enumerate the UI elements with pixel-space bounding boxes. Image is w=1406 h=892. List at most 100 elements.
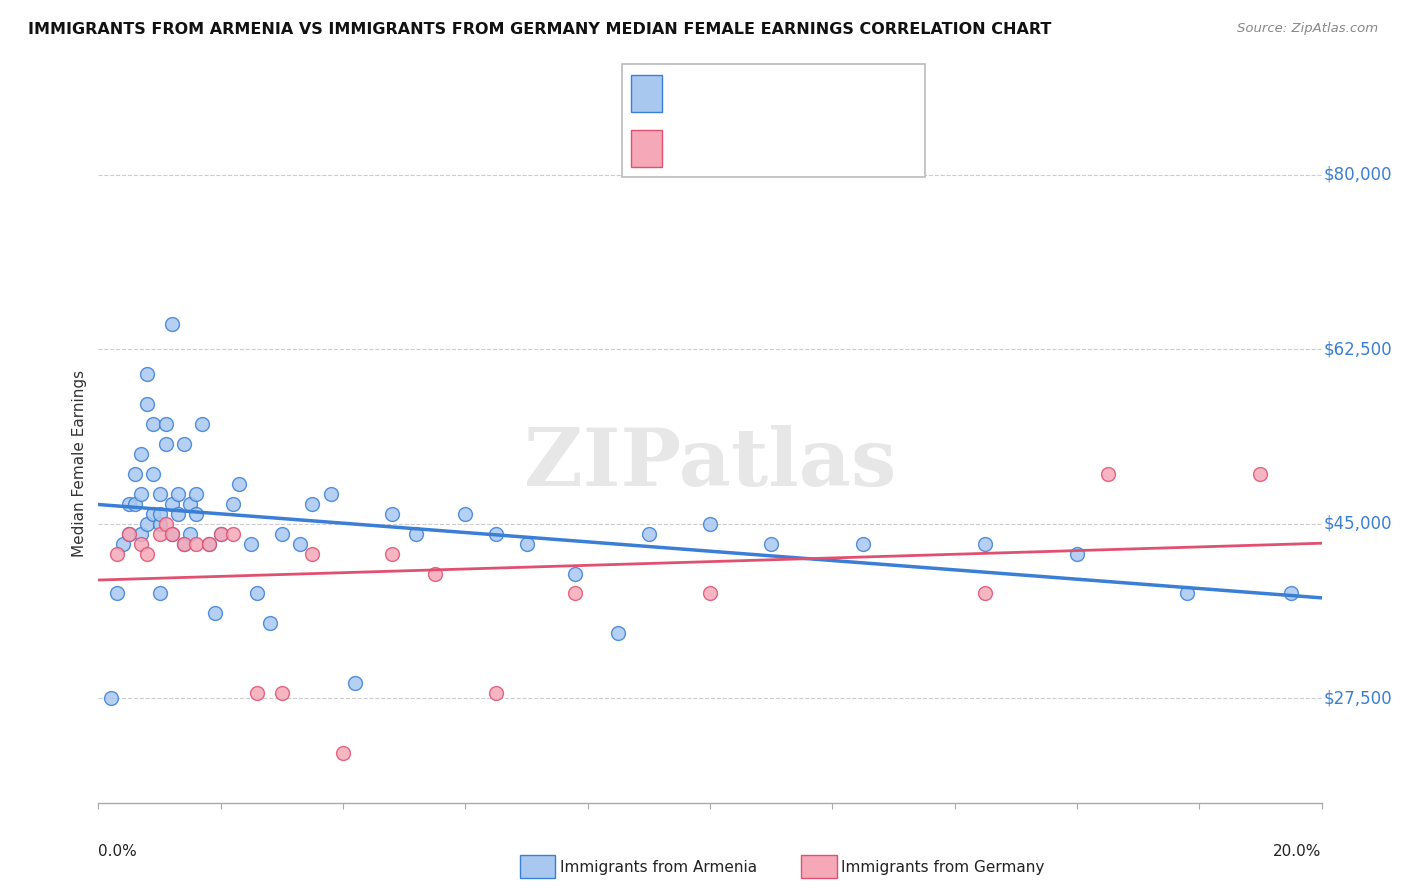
Point	[129, 487, 152, 501]
Text: $80,000: $80,000	[1324, 166, 1392, 184]
Text: 0.013: 0.013	[721, 139, 783, 157]
Point	[118, 497, 141, 511]
Point	[160, 526, 183, 541]
Text: -0.212: -0.212	[721, 85, 785, 103]
Point	[155, 437, 177, 451]
Point	[129, 447, 152, 461]
Point	[454, 507, 477, 521]
Point	[209, 526, 232, 541]
Point	[301, 497, 323, 511]
Point	[136, 367, 159, 381]
Text: Immigrants from Armenia: Immigrants from Armenia	[560, 860, 756, 874]
Point	[974, 586, 997, 600]
Point	[564, 586, 586, 600]
Point	[136, 397, 159, 411]
Point	[155, 417, 177, 431]
Point	[197, 536, 219, 550]
Point	[1175, 586, 1198, 600]
Point	[259, 616, 281, 631]
Point	[381, 547, 404, 561]
Point	[118, 526, 141, 541]
Point	[607, 626, 630, 640]
Point	[270, 686, 292, 700]
Point	[149, 516, 172, 531]
Text: N =: N =	[804, 139, 844, 157]
Point	[1249, 467, 1271, 481]
Point	[100, 691, 122, 706]
Point	[124, 497, 146, 511]
Text: R =: R =	[675, 139, 713, 157]
Point	[246, 586, 269, 600]
Text: $45,000: $45,000	[1324, 515, 1392, 533]
Text: IMMIGRANTS FROM ARMENIA VS IMMIGRANTS FROM GERMANY MEDIAN FEMALE EARNINGS CORREL: IMMIGRANTS FROM ARMENIA VS IMMIGRANTS FR…	[28, 22, 1052, 37]
Point	[204, 607, 226, 621]
Point	[246, 686, 269, 700]
Point	[136, 547, 159, 561]
Point	[142, 417, 165, 431]
Point	[485, 526, 508, 541]
Point	[699, 586, 721, 600]
Point	[974, 536, 997, 550]
Point	[173, 536, 195, 550]
Point	[129, 536, 152, 550]
Point	[485, 686, 508, 700]
Point	[209, 526, 232, 541]
Text: 24: 24	[851, 139, 876, 157]
Point	[344, 676, 367, 690]
Point	[381, 507, 404, 521]
Point	[637, 526, 661, 541]
Text: 0.0%: 0.0%	[98, 845, 138, 859]
Point	[160, 318, 183, 332]
Point	[1066, 547, 1088, 561]
Point	[228, 476, 250, 491]
Text: R =: R =	[675, 85, 713, 103]
Point	[759, 536, 782, 550]
Y-axis label: Median Female Earnings: Median Female Earnings	[72, 370, 87, 558]
Point	[1097, 467, 1119, 481]
Point	[118, 526, 141, 541]
Point	[319, 487, 342, 501]
Point	[167, 487, 190, 501]
Text: $62,500: $62,500	[1324, 340, 1393, 359]
Point	[160, 526, 183, 541]
Text: ZIPatlas: ZIPatlas	[524, 425, 896, 503]
Point	[167, 507, 190, 521]
Point	[105, 547, 128, 561]
Point	[516, 536, 538, 550]
Point	[149, 507, 172, 521]
Point	[155, 516, 177, 531]
Point	[179, 497, 201, 511]
Point	[173, 437, 195, 451]
Point	[149, 586, 172, 600]
Point	[222, 497, 245, 511]
FancyBboxPatch shape	[621, 63, 925, 178]
Point	[186, 507, 208, 521]
Point	[186, 487, 208, 501]
Text: 20.0%: 20.0%	[1274, 845, 1322, 859]
Point	[1279, 586, 1302, 600]
Text: $27,500: $27,500	[1324, 690, 1393, 707]
Text: Source: ZipAtlas.com: Source: ZipAtlas.com	[1237, 22, 1378, 36]
Point	[173, 536, 195, 550]
Point	[240, 536, 263, 550]
Point	[124, 467, 146, 481]
Point	[405, 526, 427, 541]
Point	[852, 536, 875, 550]
Bar	[631, 75, 662, 112]
Point	[142, 467, 165, 481]
Point	[290, 536, 312, 550]
Point	[332, 746, 354, 760]
Point	[197, 536, 219, 550]
Point	[179, 526, 201, 541]
Point	[222, 526, 245, 541]
Point	[160, 497, 183, 511]
Point	[149, 526, 172, 541]
Point	[149, 487, 172, 501]
Point	[301, 547, 323, 561]
Point	[564, 566, 586, 581]
Point	[191, 417, 214, 431]
Point	[186, 536, 208, 550]
Text: 62: 62	[851, 85, 876, 103]
Point	[699, 516, 721, 531]
Point	[111, 536, 134, 550]
